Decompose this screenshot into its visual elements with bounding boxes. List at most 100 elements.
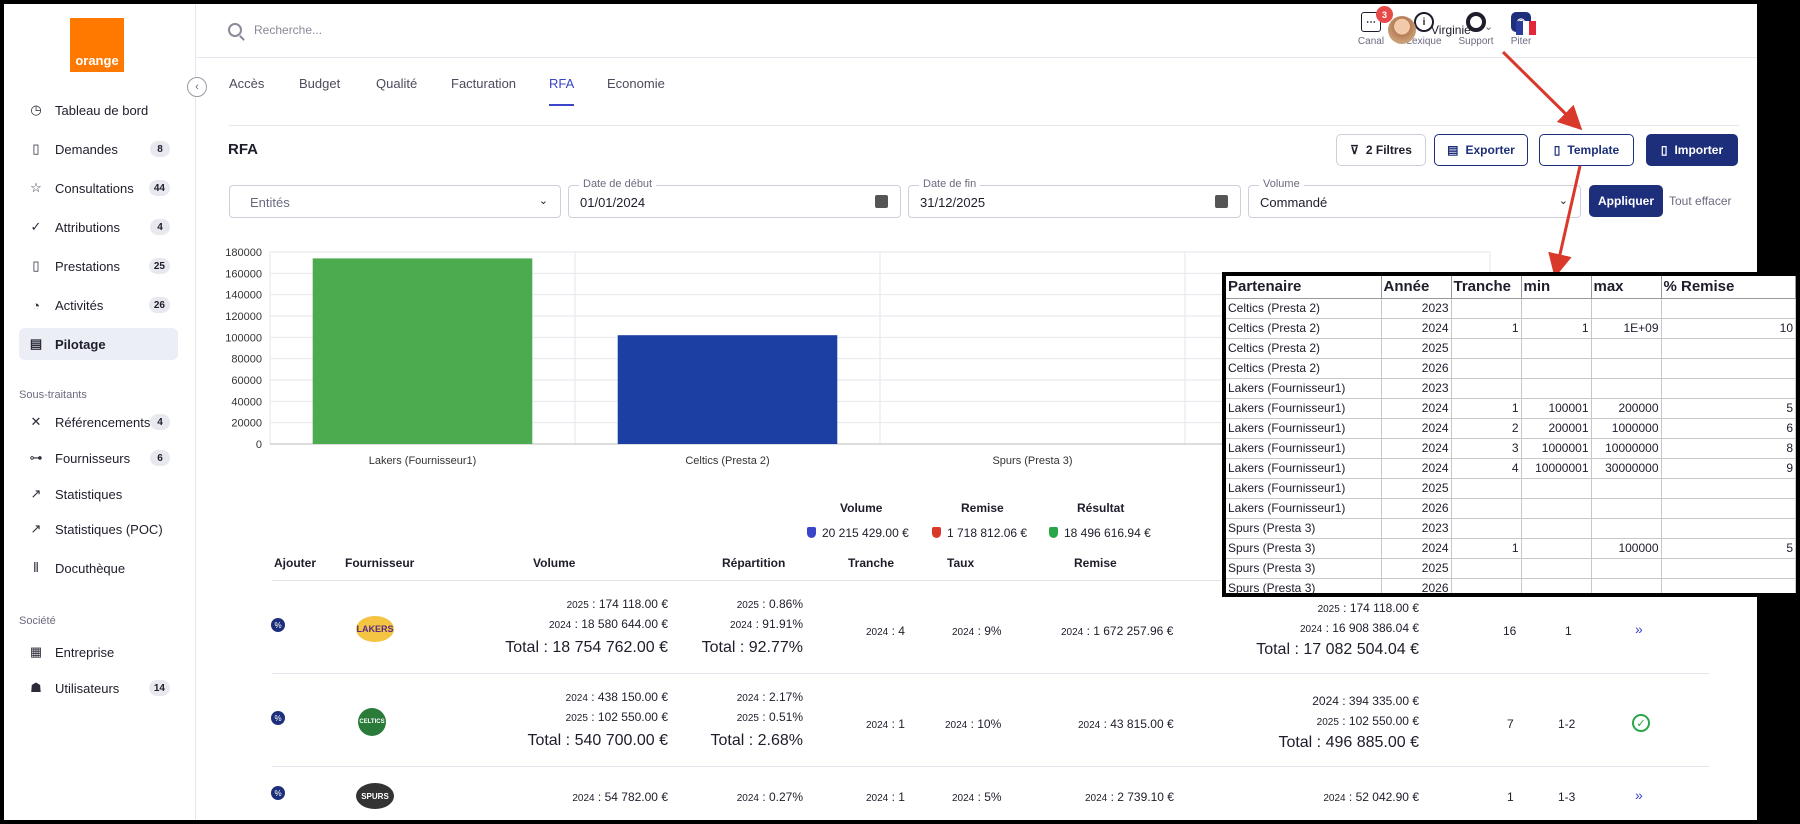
sidebar-item-fournisseurs[interactable]: ⊶ Fournisseurs 6 [19,442,178,474]
date-fin-field[interactable]: Date de fin 31/12/2025 [908,178,1241,218]
template-cell [1521,478,1592,499]
summary-resultat-value: 18 496 616.94 € [1064,526,1151,540]
taux-value: 2024 : 10% [945,717,1002,731]
template-cell: Lakers (Fournisseur1) [1226,378,1382,399]
sidebar-item-label: Statistiques (POC) [55,521,163,537]
apply-button[interactable]: Appliquer [1589,185,1663,217]
summary-resultat-header: Résultat [1077,501,1125,515]
template-row: Lakers (Fournisseur1) 2024 1 100001 200000 5 [1226,398,1796,419]
sidebar-item-prestations[interactable]: ▯ Prestations 25 [19,250,178,282]
summary-resultat: 18 496 616.94 € [1049,526,1151,540]
template-cell: Celtics (Presta 2) [1226,358,1382,379]
sidebar-item-demandes[interactable]: ▯ Demandes 8 [19,133,178,165]
tab-acces[interactable]: Accès [229,76,265,91]
template-col-header: Partenaire [1226,276,1382,299]
sidebar-item-label: Statistiques [55,486,123,502]
sidebar-item-tableau-de-bord[interactable]: ◷ Tableau de bord [19,94,178,126]
collapse-sidebar-button[interactable]: ‹ [187,77,207,97]
tabs: Accès Budget Qualité Facturation RFA Eco… [229,76,1739,126]
tab-economie[interactable]: Economie [607,76,665,91]
sidebar-item-label: Activités [55,297,104,313]
calendar-icon[interactable] [1215,195,1228,208]
sidebar-item-pilotage[interactable]: ▤ Pilotage [19,328,178,360]
sidebar-item-r-f-rencements[interactable]: ✕ Référencements 4 [19,406,178,438]
template-row: Lakers (Fournisseur1) 2026 [1226,498,1796,519]
sidebar-item-consultations[interactable]: ☆ Consultations 44 [19,172,178,204]
orange-logo[interactable]: orange [70,18,124,72]
date-debut-value: 01/01/2024 [580,195,646,210]
filters-button[interactable]: ⊽ 2 Filtres [1336,134,1426,166]
volume-select[interactable]: Volume Commandé ⌄ [1248,178,1581,218]
template-cell: 100001 [1521,398,1592,419]
template-cell [1521,378,1592,399]
y-tick-label: 80000 [231,354,262,366]
tab-facturation[interactable]: Facturation [451,76,517,91]
chevron-double-right-icon[interactable]: » [1635,621,1643,637]
template-cell [1591,498,1662,519]
count-badge: 4 [150,414,170,430]
canal-button[interactable]: ⋯ 3 Canal [1343,6,1399,47]
template-cell: Spurs (Presta 3) [1226,578,1382,593]
add-discount-icon[interactable]: % [271,618,285,632]
template-cell [1451,558,1522,579]
range-value: 1 [1565,624,1572,638]
template-cell [1521,578,1592,593]
taux-value: 2024 : 5% [952,790,1002,804]
french-flag-icon[interactable] [1516,21,1537,35]
tab-rfa[interactable]: RFA [549,76,575,106]
date-fin-value: 31/12/2025 [920,195,986,210]
count-value: 16 [1503,624,1517,638]
col-ajouter: Ajouter [274,556,316,570]
template-cell: 2025 [1381,478,1452,499]
remise-value: 2024 : 2 739.10 € [1085,790,1174,804]
repartition-line-1: 2025 : 0.86% [736,597,803,611]
sidebar-item-statistiques-poc[interactable]: ↗ Statistiques (POC) [19,513,178,545]
x-tick-label: Lakers (Fournisseur1) [369,455,477,467]
sidebar-item-activit-s[interactable]: ◔ Activités 26 [19,289,178,321]
template-cell: Celtics (Presta 2) [1226,298,1382,319]
tab-qualite[interactable]: Qualité [376,76,418,91]
chevron-double-right-icon[interactable]: » [1635,787,1643,803]
sidebar: orange ◷ Tableau de bord ▯ Demandes 8 ☆ Consul… [4,4,196,820]
support-button[interactable]: Support [1448,12,1504,47]
entites-select[interactable]: Entités ⌄ [229,185,561,218]
template-cell: 2023 [1381,518,1452,539]
template-cell: 5 [1661,538,1796,559]
template-cell: 200001 [1521,418,1592,439]
celtics-logo: CELTICS [358,708,386,736]
y-tick-label: 20000 [231,418,262,430]
template-cell: 1000001 [1521,438,1592,459]
search-input[interactable] [254,18,554,42]
template-preview-table: Partenaire Année Tranche min max% Remise Cel… [1222,272,1800,597]
template-cell [1521,558,1592,579]
resultat-line-2: 2024 : 16 908 386.04 € [1300,621,1419,635]
money-bag-icon [807,527,816,538]
add-discount-icon[interactable]: % [271,711,285,725]
import-button[interactable]: ▯ Importer [1646,134,1738,166]
chevron-down-icon[interactable]: ⌄ [1484,21,1494,33]
money-bag-icon [1049,527,1058,538]
template-cell [1521,538,1592,559]
tab-budget[interactable]: Budget [299,76,341,91]
sidebar-item-entreprise[interactable]: ▦ Entreprise [19,636,178,668]
avatar[interactable] [1388,16,1416,44]
template-cell: Spurs (Presta 3) [1226,538,1382,559]
col-tranche: Tranche [848,556,895,570]
add-discount-icon[interactable]: % [271,786,285,800]
template-cell [1661,518,1796,539]
sidebar-item-utilisateurs[interactable]: ☗ Utilisateurs 14 [19,672,178,704]
sidebar-item-attributions[interactable]: ✓ Attributions 4 [19,211,178,243]
calendar-icon[interactable] [875,195,888,208]
sidebar-item-statistiques[interactable]: ↗ Statistiques [19,478,178,510]
user-name[interactable]: Virginie [1431,23,1471,37]
template-button[interactable]: ▯ Template [1539,134,1634,166]
check-circle-icon[interactable]: ✓ [1632,714,1650,732]
sidebar-item-docuth-que[interactable]: ⦀ Docuthèque [19,552,178,584]
template-cell: Lakers (Fournisseur1) [1226,478,1382,499]
clear-all-button[interactable]: Tout effacer [1669,194,1732,208]
export-button[interactable]: ▤ Exporter [1434,134,1528,166]
date-debut-field[interactable]: Date de début 01/01/2024 [568,178,901,218]
template-cell: 2025 [1381,338,1452,359]
lexique-button[interactable]: i Lexique [1396,12,1452,47]
template-cell: 2026 [1381,358,1452,379]
